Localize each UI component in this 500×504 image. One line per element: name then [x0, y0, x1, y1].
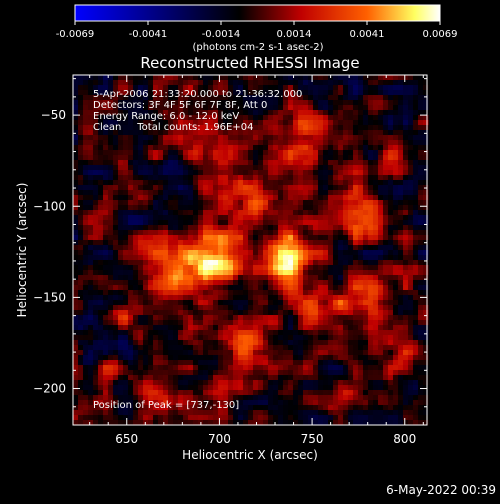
colorbar-tick-label: -0.0014	[202, 29, 241, 40]
x-axis-label: Heliocentric X (arcsec)	[182, 448, 318, 462]
annotation-detectors: Detectors: 3F 4F 5F 6F 7F 8F, Att 0	[93, 100, 267, 111]
colorbar-tick-label: -0.0069	[56, 29, 95, 40]
annotation-clean-counts: Clean Total counts: 1.96E+04	[93, 122, 253, 133]
colorbar-tick-label: 0.0069	[423, 29, 458, 40]
x-tick-label: 800	[393, 432, 416, 446]
x-tick-label: 650	[115, 432, 138, 446]
chart-title: Reconstructed RHESSI Image	[140, 54, 359, 72]
x-tick-label: 700	[208, 432, 231, 446]
colorbar-tick-label: -0.0041	[129, 29, 168, 40]
y-tick-label: −50	[41, 108, 66, 122]
colorbar-ticks: -0.0069 -0.0041 -0.0014 0.0014 0.0041 0.0069	[56, 21, 458, 40]
annotation-energy-range: Energy Range: 6.0 - 12.0 keV	[93, 111, 239, 122]
y-tick-label: −150	[33, 290, 66, 304]
colorbar-tick-label: 0.0041	[350, 29, 385, 40]
colorbar-tick-label: 0.0014	[277, 29, 312, 40]
y-tick-label: −100	[33, 199, 66, 213]
colorbar	[75, 5, 440, 21]
footer-date: 6-May-2022 00:39	[386, 483, 496, 497]
y-tick-label: −200	[33, 382, 66, 396]
annotation-time-range: 5-Apr-2006 21:33:20.000 to 21:36:32.000	[93, 89, 302, 100]
x-tick-label: 750	[301, 432, 324, 446]
annotation-peak-position: Position of Peak = [737,-130]	[93, 400, 239, 411]
y-axis-label: Heliocentric Y (arcsec)	[15, 183, 29, 318]
colorbar-unit-label: (photons cm-2 s-1 asec-2)	[192, 42, 323, 53]
